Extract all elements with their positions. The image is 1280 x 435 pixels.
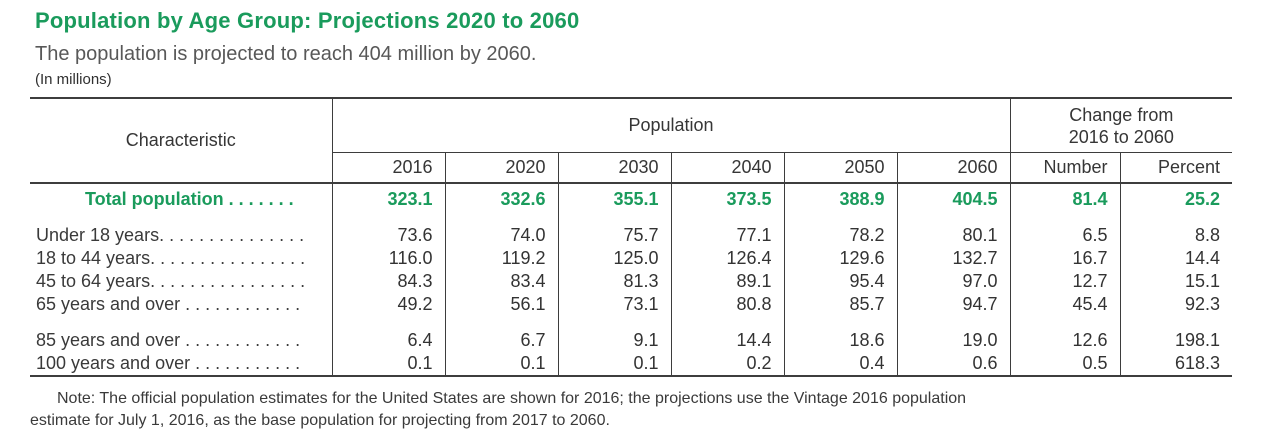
row-label: 100 years and over . . . . . . . . . . . [30,352,332,377]
spacer-row [30,316,1233,329]
population-table: Characteristic Population Change from 20… [30,97,1233,377]
note-text-line2: estimate for July 1, 2016, as the base p… [30,412,610,429]
cell: 16.7 [1009,247,1121,270]
change-group-header-line2: 2016 to 2060 [1068,126,1174,147]
cell: 9.1 [557,329,671,352]
change-group-header-line1: Change from [1069,104,1174,125]
cell: 198.1 [1119,329,1233,352]
column-header-2030: 2030 [557,152,671,184]
column-header-number: Number [1009,152,1121,184]
cell: 15.1 [1119,270,1233,293]
row-label: 45 to 64 years. . . . . . . . . . . . . … [36,271,306,291]
cell: 355.1 [557,183,671,215]
cell: 116.0 [331,247,445,270]
note-text-line1: Note: The official population estimates … [57,390,967,407]
column-header-2050: 2050 [783,152,897,184]
table-row-total-population: Total population . . . . . . . 323.1 332… [30,183,1233,215]
column-header-percent: Percent [1119,152,1233,184]
cell: 0.6 [896,352,1011,377]
column-header-2060: 2060 [896,152,1011,184]
cell: 119.2 [444,247,558,270]
cell: 84.3 [331,270,445,293]
table-row-65-and-over: 65 years and over . . . . . . . . . . . … [30,293,1233,316]
cell: 81.4 [1009,183,1121,215]
population-group-header: Population [332,97,1011,153]
cell: 45.4 [1009,293,1121,316]
cell: 81.3 [557,270,671,293]
page-title: Population by Age Group: Projections 202… [35,8,580,33]
cell: 0.2 [670,352,784,377]
cell: 19.0 [896,329,1011,352]
cell: 125.0 [557,247,671,270]
cell: 12.6 [1009,329,1121,352]
row-label: 18 to 44 years. . . . . . . . . . . . . … [36,248,306,268]
cell: 14.4 [1119,247,1233,270]
census-table-figure: Population by Age Group: Projections 202… [0,8,1280,435]
cell: 8.8 [1119,224,1233,247]
column-header-2040: 2040 [670,152,784,184]
cell: 0.1 [557,352,671,377]
column-header-2016: 2016 [331,152,445,184]
table-row-85-and-over: 85 years and over . . . . . . . . . . . … [30,329,1233,352]
cell: 95.4 [783,270,897,293]
change-group-header: Change from 2016 to 2060 [1010,97,1233,153]
row-label: Under 18 years. . . . . . . . . . . . . … [36,225,305,245]
notes-block: Note: The official population estimates … [30,388,1250,435]
cell: 92.3 [1119,293,1233,316]
table-row-18-to-44: 18 to 44 years. . . . . . . . . . . . . … [30,247,1233,270]
cell: 75.7 [557,224,671,247]
cell: 80.1 [896,224,1011,247]
cell: 0.1 [444,352,558,377]
cell: 56.1 [444,293,558,316]
cell: 80.8 [670,293,784,316]
cell: 49.2 [331,293,445,316]
cell: 6.4 [331,329,445,352]
column-header-row: 2016 2020 2030 2040 2050 2060 Number Per… [30,152,1233,184]
cell: 388.9 [783,183,897,215]
row-label: 85 years and over . . . . . . . . . . . … [36,330,301,350]
cell: 0.4 [783,352,897,377]
group-header-row: Characteristic Population Change from 20… [30,97,1233,184]
cell: 73.1 [557,293,671,316]
cell: 132.7 [896,247,1011,270]
cell: 618.3 [1119,352,1233,377]
cell: 73.6 [331,224,445,247]
spacer-row [30,215,1233,224]
cell: 6.7 [444,329,558,352]
cell: 332.6 [444,183,558,215]
table-row-under-18: Under 18 years. . . . . . . . . . . . . … [30,224,1233,247]
cell: 89.1 [670,270,784,293]
cell: 129.6 [783,247,897,270]
cell: 83.4 [444,270,558,293]
cell: 97.0 [896,270,1011,293]
row-label: 65 years and over . . . . . . . . . . . … [36,294,301,314]
cell: 323.1 [331,183,445,215]
characteristic-header: Characteristic [30,97,333,184]
cell: 404.5 [896,183,1011,215]
cell: 0.1 [331,352,445,377]
cell: 6.5 [1009,224,1121,247]
column-header-2020: 2020 [444,152,558,184]
table-row-45-to-64: 45 to 64 years. . . . . . . . . . . . . … [30,270,1233,293]
table-row-100-and-over: 100 years and over . . . . . . . . . . .… [30,352,1233,377]
cell: 18.6 [783,329,897,352]
page-subtitle: The population is projected to reach 404… [35,43,537,65]
cell: 126.4 [670,247,784,270]
cell: 0.5 [1009,352,1121,377]
cell: 373.5 [670,183,784,215]
units-label: (In millions) [35,71,112,88]
row-label: Total population . . . . . . . [85,189,294,209]
cell: 12.7 [1009,270,1121,293]
cell: 94.7 [896,293,1011,316]
cell: 78.2 [783,224,897,247]
cell: 74.0 [444,224,558,247]
cell: 77.1 [670,224,784,247]
cell: 25.2 [1119,183,1233,215]
cell: 85.7 [783,293,897,316]
cell: 14.4 [670,329,784,352]
